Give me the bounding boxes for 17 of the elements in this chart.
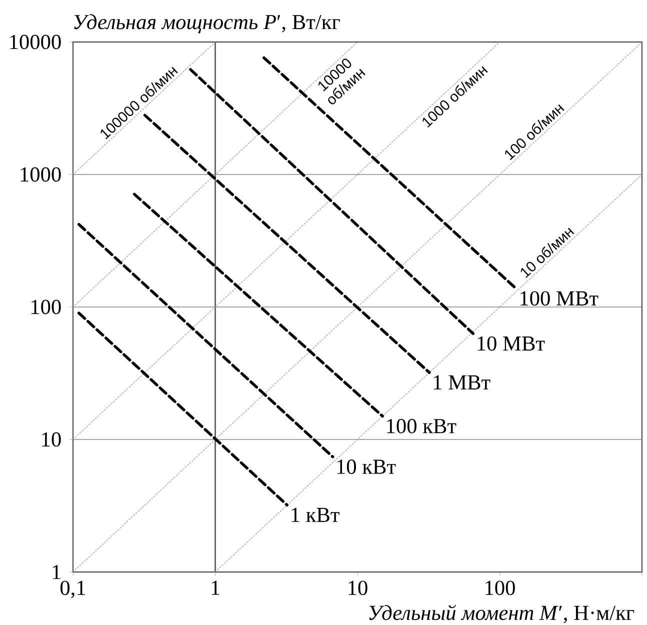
series-label: 1 кВт [292,508,340,522]
series-label: 10 кВт [337,460,396,474]
x-tick-label: 1 [212,580,220,595]
y-axis-title: Удельная мощность P′, Вт/кг [74,14,340,34]
y-tick-label: 10000 [10,34,61,50]
series-label: 100 МВт [520,291,598,306]
y-tick-label: 1000 [20,167,61,182]
y-tick-label: 10 [42,432,61,447]
x-tick-label: 100 [486,580,515,596]
x-tick-label: 10 [348,580,368,596]
y-tick-label: 100 [32,300,61,314]
y-tick-label: 1 [52,564,60,580]
series-label: 100 кВт [387,418,456,434]
x-axis-title: Удельный момент M′, Н·м/кг [369,604,634,624]
series-label: 10 МВт [478,336,545,351]
series-label: 1 МВт [434,375,490,390]
x-tick-label: 0,1 [60,580,86,598]
